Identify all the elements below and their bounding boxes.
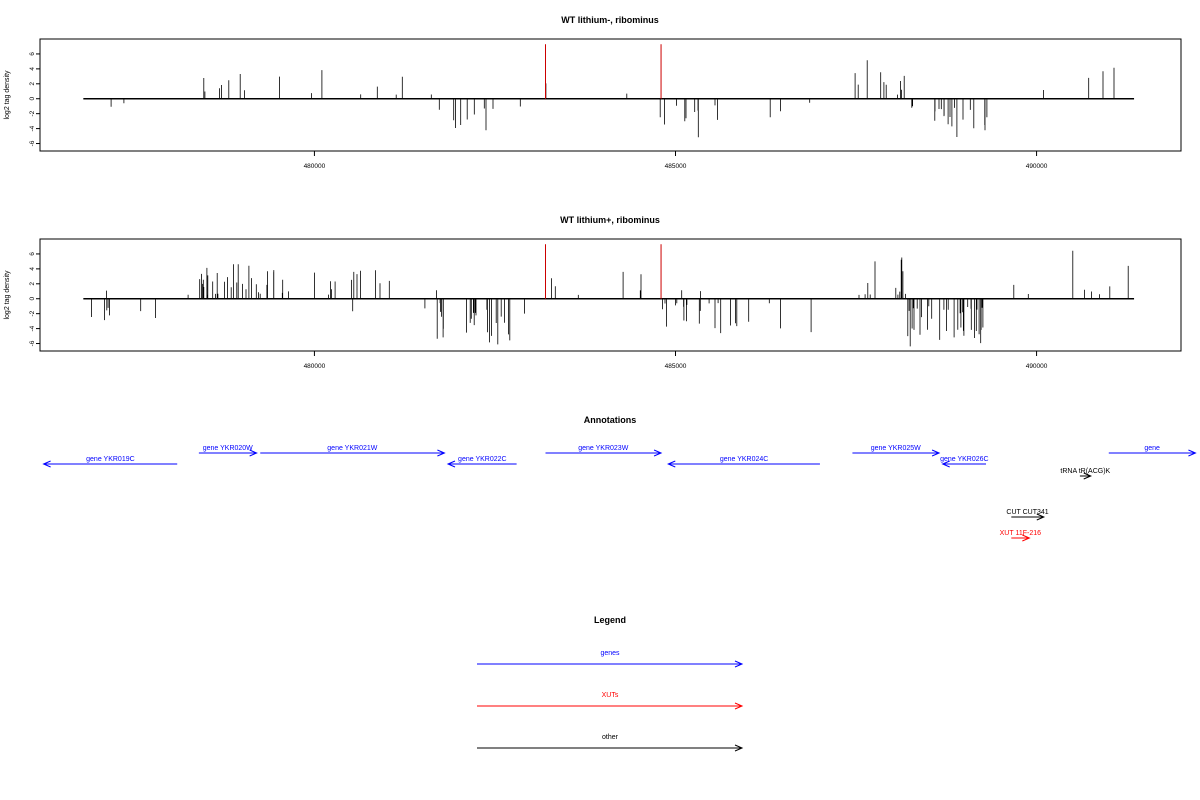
y-axis: -6 -4 -2 0 2 4 6 (29, 52, 40, 146)
annotation-feature: gene YKR023W (545, 445, 663, 457)
y-tick-label: -4 (29, 125, 36, 131)
legend-arrow-head (734, 744, 744, 752)
arrow-head (931, 449, 941, 457)
legend-label: genes (600, 650, 620, 657)
y-tick-label: -2 (29, 110, 36, 116)
annotation-feature: gene YKR019C (42, 456, 178, 468)
feature-label: XUT 11F-216 (1000, 530, 1041, 537)
feature-label: gene YKR020W (203, 445, 253, 452)
x-axis: 480000 485000 490000 (304, 151, 1048, 170)
legend-item: XUTs (477, 692, 744, 710)
annotation-feature: gene YKR026C (940, 456, 989, 468)
arrow-head (667, 460, 676, 468)
annotation-feature: gene YKR024C (667, 456, 820, 468)
legend-label: other (602, 734, 619, 741)
plot-frame (39, 38, 1182, 152)
marker-lines (545, 244, 662, 299)
y-tick-label: -2 (29, 310, 36, 316)
arrow-head (1036, 513, 1046, 521)
marker-lines (545, 44, 662, 99)
x-tick-label: 490000 (1026, 363, 1048, 370)
y-axis: -6 -4 -2 0 2 4 6 (29, 252, 40, 346)
annotation-features: gene YKR019C gene YKR020W gene YKR021W gene… (42, 445, 1197, 542)
y-tick-label: -6 (29, 340, 36, 346)
legend-arrow-head (734, 660, 744, 668)
panel-title: WT lithium-, ribominus (561, 15, 659, 25)
annotation-feature: gene YKR025W (852, 445, 941, 457)
annotation-feature: gene YKR020W (198, 445, 258, 457)
coverage-panel-lithium-plus: WT lithium+, ribominus log2 tag density … (4, 215, 1182, 370)
annotation-feature: gene YKR021W (260, 445, 446, 457)
legend-label: XUTs (602, 692, 619, 699)
x-tick-label: 485000 (665, 363, 687, 370)
arrow-head (1083, 472, 1092, 480)
x-tick-label: 485000 (665, 163, 687, 170)
plot-frame (39, 238, 1182, 352)
annotation-feature: gene YKR022C (446, 456, 517, 468)
x-tick-label: 480000 (304, 363, 326, 370)
legend-panel: Legend genes XUTs other (477, 615, 744, 752)
x-tick-label: 490000 (1026, 163, 1048, 170)
annotation-feature: tRNA tR(ACG)K (1060, 468, 1111, 480)
arrow-head (42, 460, 51, 468)
annotation-feature: XUT 11F-216 (1000, 530, 1041, 542)
feature-label: gene YKR024C (720, 456, 769, 463)
arrow-head (437, 449, 446, 457)
x-axis: 480000 485000 490000 (304, 351, 1048, 370)
y-tick-label: 0 (29, 97, 36, 101)
feature-label: gene YKR019C (86, 456, 135, 463)
density-bar (91, 250, 1129, 347)
arrow-head (653, 449, 663, 457)
density-bars (91, 250, 1129, 347)
arrow-head (249, 449, 258, 457)
annotation-feature: CUT CUT341 (1006, 509, 1049, 521)
y-tick-label: 4 (29, 67, 36, 71)
x-tick-label: 480000 (304, 163, 326, 170)
arrow-head (446, 460, 456, 468)
feature-label: gene YKR022C (458, 456, 507, 463)
arrow-head (941, 460, 950, 468)
y-tick-label: 6 (29, 52, 36, 56)
legend-item: other (477, 734, 744, 752)
density-bar (110, 60, 1115, 138)
arrow-head (1188, 449, 1197, 457)
y-tick-label: 0 (29, 297, 36, 301)
coverage-panel-lithium-minus: WT lithium-, ribominus log2 tag density … (4, 15, 1182, 170)
y-axis-label: log2 tag density (4, 270, 11, 320)
feature-label: gene (1144, 445, 1160, 452)
feature-label: tRNA tR(ACG)K (1060, 468, 1110, 475)
density-bars (110, 60, 1115, 138)
legend-title: Legend (594, 615, 626, 625)
y-axis-label: log2 tag density (4, 70, 11, 120)
feature-label: gene YKR021W (327, 445, 377, 452)
y-tick-label: 4 (29, 267, 36, 271)
arrow-head (1022, 534, 1031, 542)
annotation-feature: gene (1108, 445, 1197, 457)
legend-arrow-head (734, 702, 744, 710)
y-tick-label: 6 (29, 252, 36, 256)
feature-label: gene YKR023W (578, 445, 628, 452)
y-tick-label: -6 (29, 140, 36, 146)
y-tick-label: 2 (29, 282, 36, 286)
legend-items: genes XUTs other (477, 650, 744, 752)
feature-label: gene YKR026C (940, 456, 989, 463)
panel-title: WT lithium+, ribominus (560, 215, 660, 225)
legend-item: genes (477, 650, 744, 668)
y-tick-label: -4 (29, 325, 36, 331)
feature-label: CUT CUT341 (1006, 509, 1048, 516)
feature-label: gene YKR025W (871, 445, 921, 452)
annotations-title: Annotations (584, 415, 637, 425)
y-tick-label: 2 (29, 82, 36, 86)
